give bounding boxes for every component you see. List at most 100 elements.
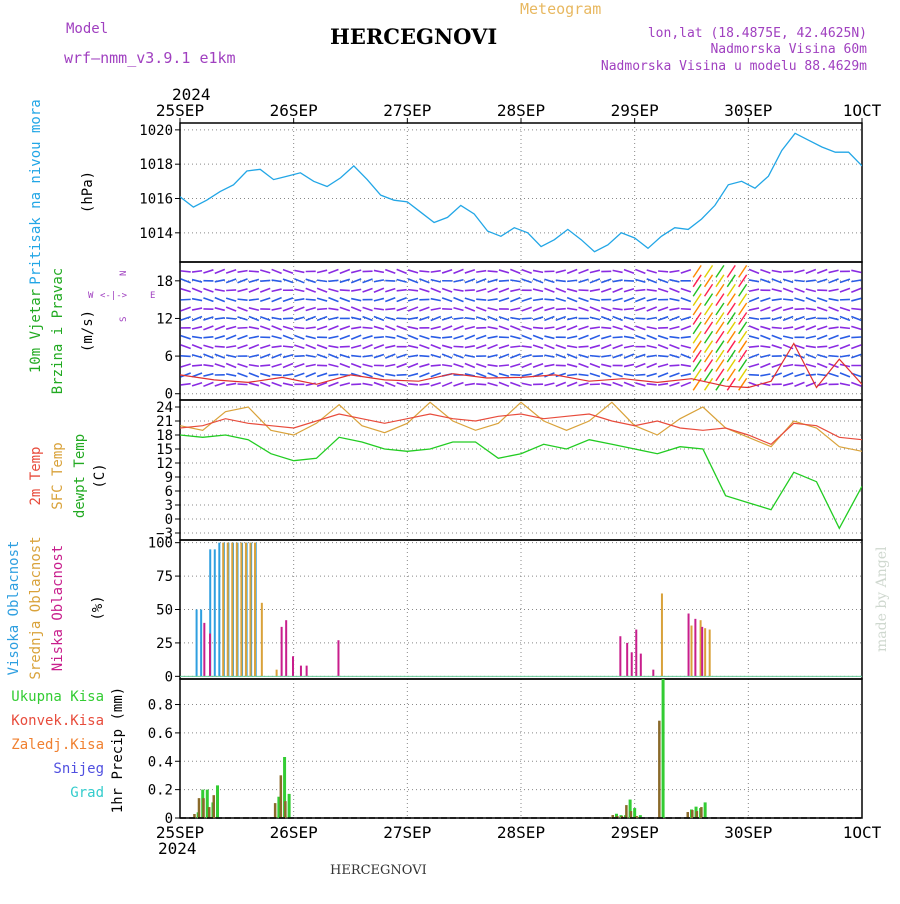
wind-barb (772, 307, 782, 311)
wind-barb (556, 345, 566, 348)
wind-barb (567, 364, 577, 367)
wind-barb (397, 308, 407, 311)
wind-barb (294, 289, 304, 291)
wind-barb (374, 373, 384, 377)
wind-barb (306, 308, 316, 311)
wind-barb (851, 280, 861, 282)
wind-barb (215, 383, 225, 386)
wind-barb (760, 270, 770, 274)
wind-barb (488, 373, 498, 377)
y-tick-label: 1016 (139, 192, 173, 208)
x-tick-label-bottom: 29SEP (611, 823, 659, 842)
wind-barb (203, 374, 213, 376)
wind-barb (499, 382, 509, 386)
y-tick-label: 0 (165, 669, 173, 685)
wind-barb (419, 384, 429, 385)
wind-barb (181, 356, 191, 357)
wind-barb (851, 326, 861, 329)
wind-barb (579, 364, 589, 368)
wind-barb (317, 345, 327, 349)
wind-barb (624, 298, 634, 302)
y-tick-label: 24 (156, 400, 173, 416)
wind-barb (613, 308, 623, 309)
precip-bar-secondary (696, 811, 699, 818)
wind-barb (783, 299, 793, 300)
wind-barb (249, 279, 259, 282)
wind-barb (374, 317, 384, 321)
temp-unit: (C) (92, 463, 108, 488)
wind-barb (681, 374, 691, 376)
wind-barb (829, 307, 839, 311)
cloud-bar-mid (236, 543, 238, 677)
wind-barb (522, 318, 532, 319)
wind-barb (453, 298, 463, 302)
wind-barb (215, 326, 225, 330)
wind-barb (624, 336, 634, 338)
wind-barb (613, 298, 623, 301)
wind-barb (442, 382, 452, 386)
wind-barb (851, 345, 861, 349)
precip-bar-secondary (284, 801, 287, 818)
wind-barb (499, 345, 509, 348)
wind-barb (749, 346, 759, 347)
wind-barb (544, 327, 554, 328)
wind-barb (465, 384, 475, 386)
wind-barb (453, 289, 463, 291)
y-tick-label: 12 (156, 456, 173, 472)
y-tick-label: 0.6 (148, 726, 173, 742)
wind-barb (544, 288, 554, 292)
wind-barb (238, 279, 248, 283)
wind-barb (453, 354, 463, 358)
y-tick-label: 50 (156, 603, 173, 619)
wind-barb (624, 281, 634, 282)
wind-barb (806, 289, 816, 292)
wind-barb (397, 354, 407, 357)
wind-barb (203, 270, 213, 273)
wind-barb (260, 345, 270, 348)
cloud-bar-low (626, 643, 628, 676)
precip-bar-secondary (208, 807, 211, 818)
wind-barb (647, 298, 657, 300)
wind-barb (215, 280, 225, 282)
cloud-bar-low (285, 620, 287, 676)
wind-barb (783, 336, 793, 338)
wind-barb (351, 364, 361, 368)
wind-barb (590, 279, 600, 283)
wind-barb (249, 288, 259, 292)
wind-barb (476, 384, 486, 385)
x-tick-label-top: 30SEP (724, 101, 772, 120)
y-tick-label: 18 (156, 274, 173, 290)
wind-barb (328, 298, 338, 302)
wind-barb (772, 289, 782, 291)
wind-barb (817, 326, 827, 329)
wind-barb (431, 308, 441, 310)
wind-barb (647, 307, 657, 311)
cloud-bar-mid (709, 630, 711, 677)
wind-barb (624, 308, 634, 309)
wind-barb (567, 280, 577, 281)
wind-barb (238, 373, 248, 377)
wind-barb (579, 346, 589, 347)
wind-barb (647, 364, 657, 368)
wind-barb (647, 346, 657, 348)
wind-barb (226, 279, 236, 283)
wind-barb (613, 383, 623, 387)
wind-barb (817, 279, 827, 282)
wind-barb (669, 288, 679, 292)
wind-barb (465, 335, 475, 339)
wind-barb (453, 280, 463, 282)
wind-barb (624, 326, 634, 330)
wind-barb (601, 373, 611, 377)
wind-barb (442, 326, 452, 330)
y-tick-label: 6 (165, 349, 173, 365)
wind-barb (328, 364, 338, 367)
wind-barb (681, 298, 691, 302)
wind-barb (522, 383, 532, 385)
legend-item: Ukupna Kisa (11, 689, 104, 705)
wind-barb (238, 384, 248, 385)
wind-axis-title: 10m Vjetar (28, 289, 44, 373)
wind-barb (840, 355, 850, 357)
wind-barb (533, 364, 543, 368)
wind-barb (385, 346, 395, 348)
wind-barb (510, 346, 520, 347)
